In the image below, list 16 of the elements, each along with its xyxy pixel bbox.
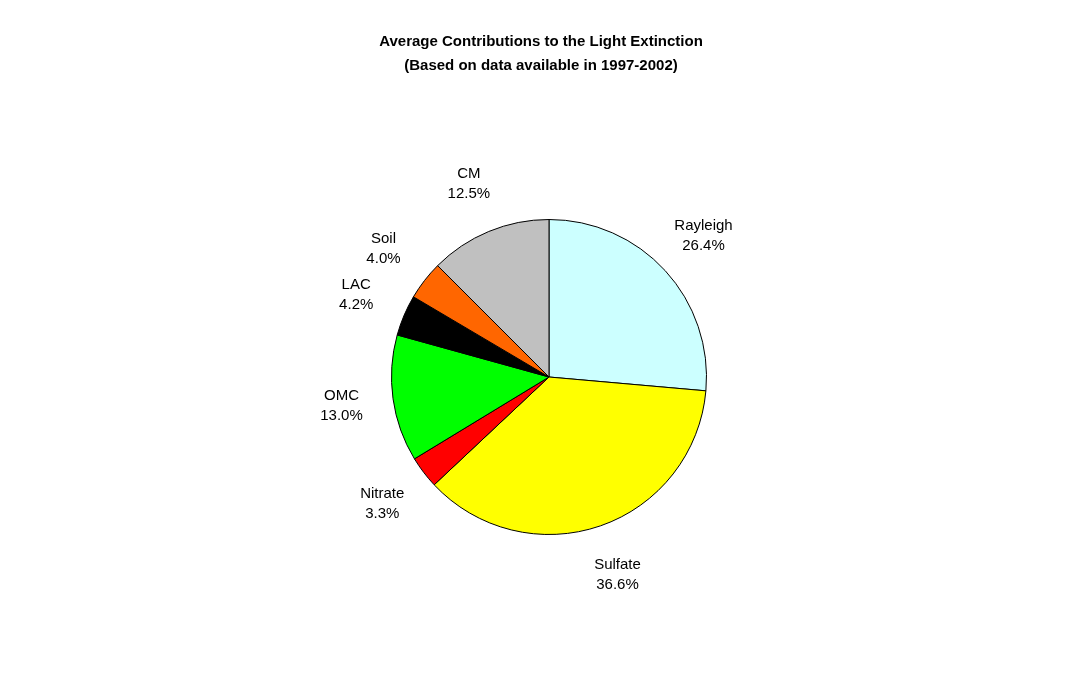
slice-label: CM [457,163,481,181]
chart-subtitle: (Based on data available in 1997-2002) [404,56,678,74]
slice-label: Sulfate [594,555,641,573]
slice-label: Nitrate [360,483,405,501]
slice-label: LAC [341,275,371,293]
chart-title: Average Contributions to the Light Extinction [379,32,703,50]
data-label: 4.0% [366,248,401,266]
data-label: 12.5% [447,183,491,201]
data-label: 13.0% [320,406,363,424]
data-label: 36.6% [596,575,639,593]
data-label: 3.3% [365,503,400,521]
slice-label: Soil [370,228,396,246]
data-label: 4.2% [339,295,374,313]
data-label: 26.4% [682,235,725,253]
slice-label: Rayleigh [674,215,733,233]
slice-label: OMC [324,386,360,404]
